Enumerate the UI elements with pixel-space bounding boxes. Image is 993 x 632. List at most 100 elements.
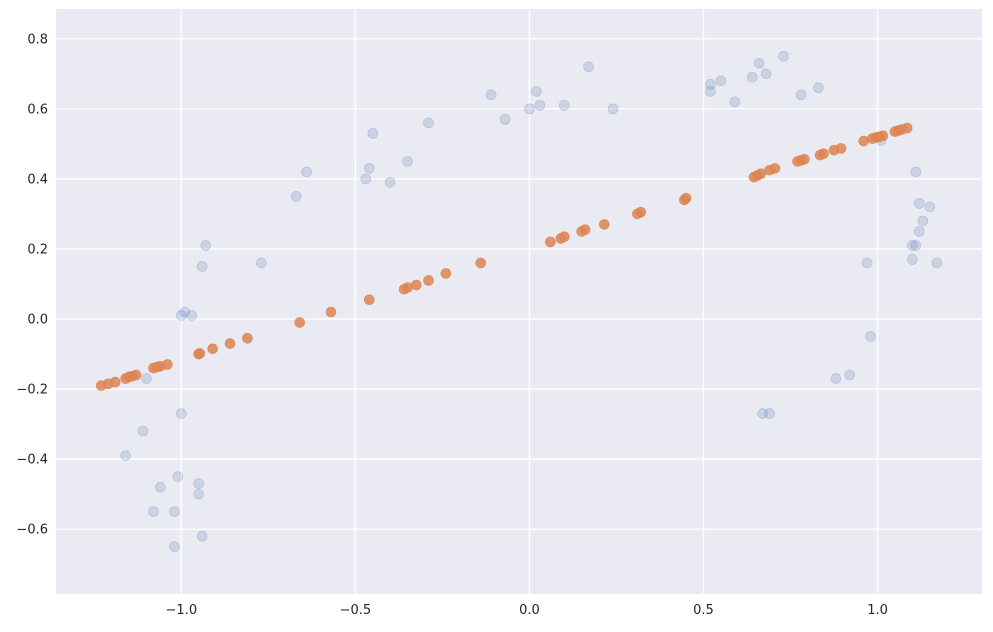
y-tick-label: −0.6	[16, 523, 48, 538]
series-0-point	[910, 166, 922, 178]
plot-background	[56, 9, 982, 594]
series-0-point	[813, 82, 824, 94]
series-0-point	[757, 408, 768, 419]
series-1-point	[224, 338, 236, 349]
series-0-point	[384, 177, 396, 188]
series-0-point	[795, 89, 807, 101]
y-tick-label: 0.2	[27, 242, 48, 257]
y-tick-label: 0.8	[27, 32, 48, 47]
series-0-point	[137, 425, 149, 437]
series-0-point	[169, 541, 180, 553]
series-0-point	[844, 369, 856, 381]
series-0-point	[155, 481, 166, 493]
series-0-point	[715, 75, 727, 87]
series-0-point	[607, 103, 619, 115]
series-0-point	[256, 257, 267, 269]
series-1-point	[194, 348, 206, 359]
series-1-point	[475, 257, 487, 269]
series-0-point	[290, 191, 302, 202]
series-1-point	[440, 268, 452, 279]
series-0-point	[865, 331, 876, 342]
y-tick-label: 0.0	[27, 313, 48, 328]
series-0-point	[910, 240, 922, 251]
series-0-point	[402, 156, 413, 167]
scatter-points	[95, 50, 943, 553]
series-1-point	[901, 122, 913, 134]
series-0-point	[193, 478, 205, 489]
x-tick-label: 0.5	[693, 603, 714, 618]
series-1-point	[598, 219, 610, 230]
series-0-point	[531, 86, 542, 97]
series-0-point	[705, 79, 716, 90]
series-1-point	[799, 153, 810, 165]
series-0-point	[705, 86, 716, 97]
series-0-point	[778, 50, 789, 62]
x-tick-label: 0.0	[519, 603, 540, 618]
series-0-point	[485, 89, 497, 101]
series-0-point	[907, 254, 918, 265]
y-tick-label: −0.2	[16, 383, 48, 398]
series-0-point	[534, 100, 546, 111]
series-0-point	[583, 61, 594, 73]
series-0-point	[914, 198, 925, 209]
series-1-point	[162, 359, 173, 370]
series-0-point	[176, 310, 187, 321]
series-1-point	[579, 224, 591, 235]
series-0-point	[760, 68, 772, 80]
series-0-point	[141, 373, 152, 384]
series-0-point	[764, 408, 775, 419]
series-1-point	[364, 294, 375, 306]
x-tick-label: −0.5	[340, 603, 372, 618]
series-1-point	[423, 275, 434, 286]
series-0-point	[753, 57, 765, 69]
series-0-point	[360, 173, 372, 185]
y-axis-tick-labels: −0.6 −0.4 −0.2 0.0 0.2 0.4 0.6 0.8	[16, 32, 48, 537]
series-1-point	[680, 192, 692, 204]
y-tick-label: −0.4	[16, 453, 48, 468]
series-1-point	[545, 236, 556, 248]
series-0-point	[931, 257, 943, 269]
series-0-point	[193, 488, 205, 500]
series-1-point	[835, 143, 847, 154]
series-0-point	[924, 201, 936, 213]
series-0-point	[914, 226, 925, 237]
series-1-point	[877, 130, 889, 142]
series-0-point	[917, 215, 929, 227]
series-1-point	[411, 279, 422, 291]
series-0-point	[179, 306, 191, 318]
series-0-point	[148, 506, 159, 517]
series-0-point	[861, 257, 873, 269]
series-0-point	[907, 240, 918, 251]
y-tick-label: 0.6	[27, 102, 48, 117]
series-0-point	[169, 506, 180, 517]
series-0-point	[200, 240, 211, 251]
series-0-point	[423, 117, 434, 129]
series-0-point	[196, 261, 208, 272]
series-1-point	[635, 206, 647, 218]
x-tick-label: −1.0	[166, 603, 198, 618]
series-1-point	[769, 163, 781, 174]
series-0-point	[499, 114, 511, 125]
x-tick-label: 1.0	[867, 603, 888, 618]
series-1-point	[325, 306, 337, 318]
series-0-point	[558, 100, 570, 111]
series-0-point	[367, 128, 379, 139]
series-0-point	[120, 450, 131, 461]
series-0-point	[301, 166, 312, 178]
series-0-point	[746, 72, 758, 83]
series-1-point	[207, 343, 218, 355]
series-0-point	[524, 103, 535, 115]
series-0-point	[729, 96, 741, 108]
series-0-point	[364, 163, 375, 174]
series-1-point	[242, 332, 253, 344]
series-1-point	[294, 317, 305, 328]
series-1-point	[130, 369, 142, 381]
series-0-point	[186, 310, 198, 321]
series-1-point	[402, 282, 413, 293]
series-1-point	[109, 376, 121, 388]
y-tick-label: 0.4	[27, 172, 48, 187]
series-0-point	[176, 408, 187, 419]
series-0-point	[830, 373, 842, 384]
series-0-point	[196, 530, 208, 542]
